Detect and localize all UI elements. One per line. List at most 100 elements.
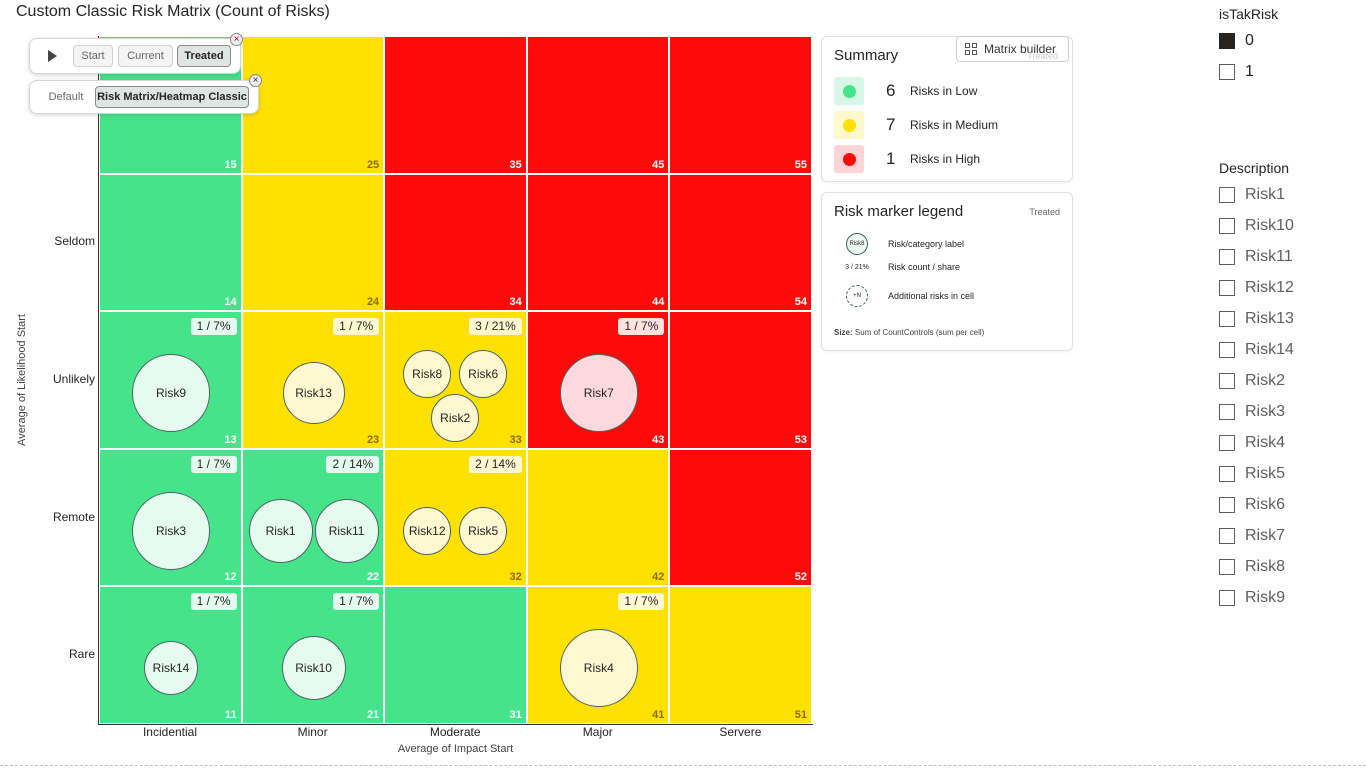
checkbox[interactable] — [1219, 187, 1235, 203]
matrix-cell-45[interactable]: 45 — [526, 36, 670, 174]
matrix-cell-34[interactable]: 34 — [384, 173, 527, 312]
play-icon — [47, 50, 57, 62]
matrix-cell-14[interactable]: 14 — [99, 173, 242, 312]
checkbox[interactable] — [1219, 64, 1235, 80]
checkbox[interactable] — [1219, 33, 1235, 49]
option-label: Risk8 — [1245, 558, 1286, 575]
matrix-cell-55[interactable]: 55 — [669, 36, 812, 174]
checkbox[interactable] — [1219, 590, 1235, 606]
matrix-cell-52[interactable]: 52 — [669, 448, 812, 587]
istakrisk-option[interactable]: 0 — [1219, 32, 1254, 50]
matrix-cell-42[interactable]: 42 — [526, 448, 670, 587]
risk-bubble[interactable]: Risk9 — [132, 354, 210, 433]
description-option[interactable]: Risk13 — [1219, 310, 1294, 328]
close-layout-icon[interactable]: × — [249, 74, 262, 87]
description-option[interactable]: Risk2 — [1219, 372, 1285, 390]
risk-bubble[interactable]: Risk7 — [559, 354, 638, 433]
checkbox[interactable] — [1219, 218, 1235, 234]
description-option[interactable]: Risk4 — [1219, 434, 1285, 452]
risk-bubble[interactable]: Risk10 — [281, 636, 346, 701]
matrix-cell-31[interactable]: 31 — [384, 586, 527, 724]
cell-count-badge: 1 / 7% — [618, 593, 665, 611]
matrix-cell-51[interactable]: 51 — [669, 586, 812, 724]
matrix-cell-32[interactable]: 32 2 / 14% Risk12 Risk5 — [384, 448, 527, 587]
matrix-cell-44[interactable]: 44 — [526, 173, 670, 312]
matrix-cell-23[interactable]: 23 1 / 7% Risk13 — [241, 311, 385, 449]
description-option[interactable]: Risk12 — [1219, 279, 1294, 297]
risk-bubble[interactable]: Risk4 — [559, 629, 638, 708]
checkbox[interactable] — [1219, 311, 1235, 327]
matrix-cell-25[interactable]: 25 — [241, 36, 385, 174]
current-button[interactable]: Current — [118, 45, 173, 67]
description-option[interactable]: Risk9 — [1219, 589, 1285, 607]
description-option[interactable]: Risk7 — [1219, 527, 1285, 545]
risk-bubble[interactable]: Risk11 — [314, 498, 379, 563]
risk-bubble[interactable]: Risk3 — [132, 491, 210, 570]
close-playback-icon[interactable]: × — [230, 33, 243, 46]
checkbox[interactable] — [1219, 497, 1235, 513]
summary-label: Risks in High — [910, 152, 981, 166]
checkbox[interactable] — [1219, 249, 1235, 265]
matrix-cell-54[interactable]: 54 — [669, 173, 812, 312]
matrix-cell-24[interactable]: 24 — [241, 173, 385, 312]
risk-bubble[interactable]: Risk1 — [248, 498, 313, 563]
default-layout-button[interactable]: Default — [48, 91, 84, 103]
cell-score: 45 — [652, 158, 665, 171]
description-option[interactable]: Risk5 — [1219, 465, 1285, 483]
matrix-cell-33[interactable]: 33 3 / 21% Risk8 Risk6 Risk2 — [384, 311, 527, 449]
checkbox[interactable] — [1219, 404, 1235, 420]
legend-row-more: +N Additional risks in cell — [834, 285, 974, 307]
cell-score: 51 — [794, 708, 807, 721]
legend-count-text: Risk count / share — [888, 262, 961, 272]
description-option[interactable]: Risk11 — [1219, 248, 1293, 266]
matrix-cell-53[interactable]: 53 — [669, 311, 812, 449]
description-option[interactable]: Risk8 — [1219, 558, 1285, 576]
cell-score: 34 — [509, 296, 522, 309]
risk-bubble[interactable]: Risk12 — [403, 506, 452, 555]
istakrisk-option[interactable]: 1 — [1219, 63, 1254, 81]
matrix-cell-41[interactable]: 41 1 / 7% Risk4 — [526, 586, 670, 724]
matrix-cell-43[interactable]: 43 1 / 7% Risk7 — [526, 311, 670, 449]
description-option[interactable]: Risk1 — [1219, 186, 1285, 204]
level-dot-icon — [842, 118, 856, 132]
legend-row-label: Risk8 Risk/category label — [834, 233, 964, 255]
cell-score: 52 — [794, 571, 807, 584]
risk-bubble[interactable]: Risk13 — [282, 362, 345, 425]
risk-bubble[interactable]: Risk6 — [459, 350, 508, 399]
risk-bubble[interactable]: Risk5 — [459, 506, 508, 555]
checkbox[interactable] — [1219, 435, 1235, 451]
risk-bubble[interactable]: Risk14 — [144, 641, 198, 696]
matrix-cell-13[interactable]: 13 1 / 7% Risk9 — [99, 311, 242, 449]
cell-count-badge: 1 / 7% — [333, 318, 380, 336]
description-option[interactable]: Risk10 — [1219, 217, 1294, 235]
matrix-cell-21[interactable]: 21 1 / 7% Risk10 — [241, 586, 385, 724]
cell-score: 43 — [652, 433, 665, 446]
matrix-cell-22[interactable]: 22 2 / 14% Risk1 Risk11 — [241, 448, 385, 587]
risk-bubble[interactable]: Risk2 — [431, 394, 480, 443]
legend-size-note: Size: Sum of CountControls (sum per cell… — [834, 328, 984, 337]
cell-score: 42 — [652, 571, 665, 584]
treated-button[interactable]: Treated — [177, 45, 231, 67]
summary-count: 1 — [886, 149, 896, 168]
checkbox[interactable] — [1219, 466, 1235, 482]
description-option[interactable]: Risk14 — [1219, 341, 1294, 359]
matrix-builder-button[interactable]: Matrix builder Treated — [956, 36, 1069, 62]
checkbox[interactable] — [1219, 342, 1235, 358]
checkbox[interactable] — [1219, 559, 1235, 575]
matrix-cell-35[interactable]: 35 — [384, 36, 527, 174]
classic-layout-button[interactable]: Risk Matrix/Heatmap Classic — [95, 86, 249, 108]
cell-score: 55 — [794, 158, 807, 171]
risk-bubble[interactable]: Risk8 — [403, 350, 452, 399]
start-button[interactable]: Start — [73, 45, 113, 67]
description-option[interactable]: Risk6 — [1219, 496, 1285, 514]
checkbox[interactable] — [1219, 373, 1235, 389]
checkbox[interactable] — [1219, 280, 1235, 296]
matrix-cell-12[interactable]: 12 1 / 7% Risk3 — [99, 448, 242, 587]
cell-score: 53 — [794, 433, 807, 446]
marker-legend-title: Risk marker legend — [834, 203, 964, 220]
description-option[interactable]: Risk3 — [1219, 403, 1285, 421]
play-button[interactable] — [38, 45, 66, 67]
checkbox[interactable] — [1219, 528, 1235, 544]
option-label: Risk2 — [1245, 372, 1286, 389]
matrix-cell-11[interactable]: 11 1 / 7% Risk14 — [99, 586, 242, 724]
